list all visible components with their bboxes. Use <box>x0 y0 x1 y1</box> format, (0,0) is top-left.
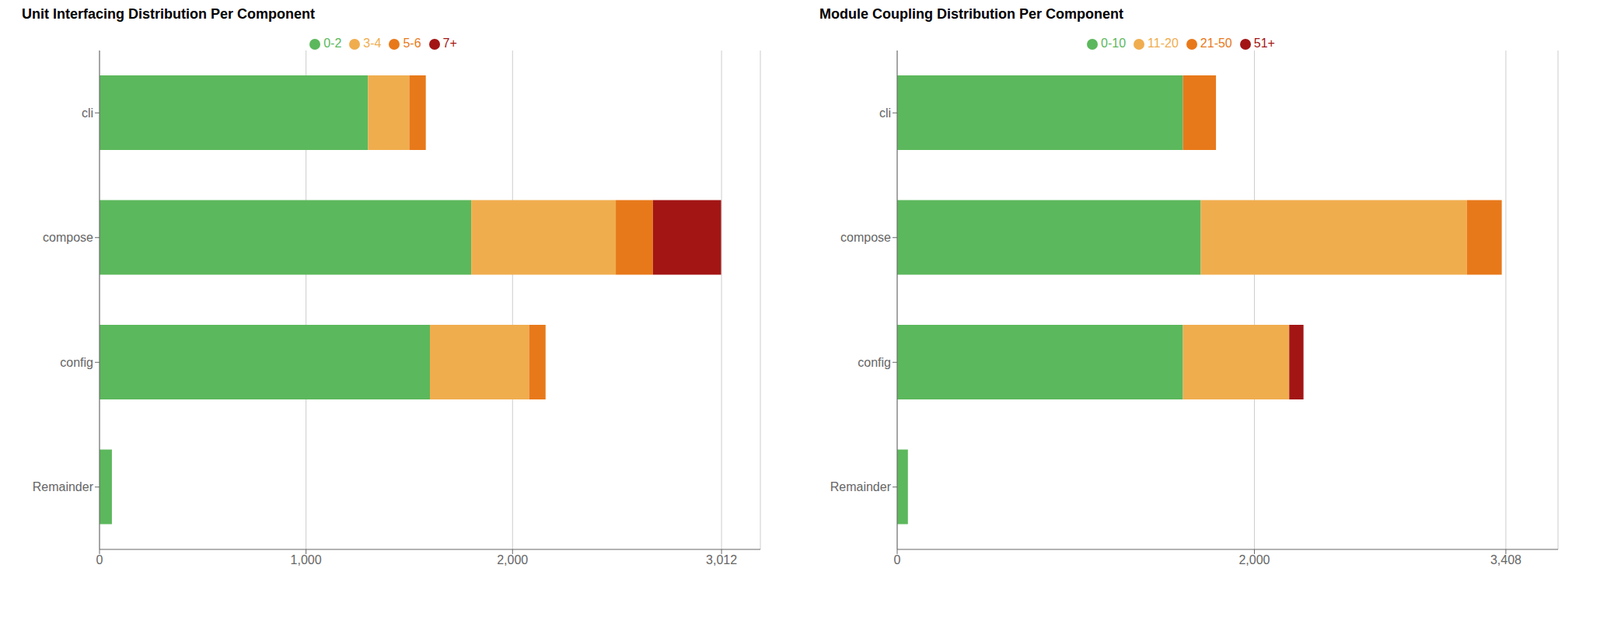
html-text:5-6: 5-6 <box>403 36 422 50</box>
svg-text:Remainder: Remainder <box>32 480 95 494</box>
html-text:11-20: 11-20 <box>1147 36 1179 50</box>
svg-text:Remainder: Remainder <box>830 480 892 494</box>
svg-text:config: config <box>59 356 94 370</box>
svg-text:compose: compose <box>840 230 891 245</box>
svg-text:cli: cli <box>879 106 891 120</box>
html-text:51+: 51+ <box>1253 36 1275 50</box>
svg-text:0: 0 <box>96 553 104 567</box>
svg-text:config: config <box>857 356 891 370</box>
html-text:0-2: 0-2 <box>323 36 342 50</box>
svg-text:2,000: 2,000 <box>496 553 528 567</box>
svg-text:3,012: 3,012 <box>705 553 738 567</box>
svg-text:0: 0 <box>894 553 902 567</box>
html-text:Unit Interfacing Distribution: Unit Interfacing Distribution Per Compon… <box>21 6 315 22</box>
svg-text:cli: cli <box>81 106 94 120</box>
svg-text:compose: compose <box>42 230 94 245</box>
svg-text:1,000: 1,000 <box>290 553 322 567</box>
html-text:7+: 7+ <box>442 36 457 50</box>
svg-text:3,408: 3,408 <box>1490 553 1522 567</box>
svg-text:2,000: 2,000 <box>1238 553 1270 567</box>
html-text:21-50: 21-50 <box>1200 36 1233 50</box>
html-text:3-4: 3-4 <box>363 36 382 50</box>
html-text:Module Coupling Distribution P: Module Coupling Distribution Per Compone… <box>819 6 1124 22</box>
html-text:0-10: 0-10 <box>1100 36 1126 50</box>
